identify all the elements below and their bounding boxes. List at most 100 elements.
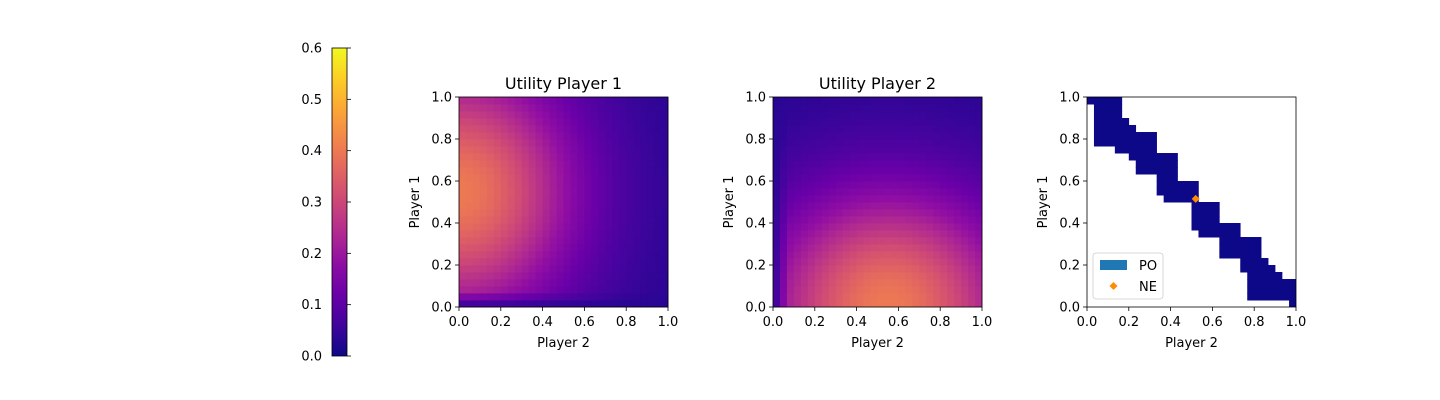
heatmap-cell bbox=[821, 244, 830, 252]
heatmap-cell bbox=[542, 272, 550, 280]
heatmap-cell bbox=[521, 265, 530, 273]
heatmap-cell bbox=[486, 244, 495, 252]
heatmap-cell bbox=[947, 167, 955, 175]
heatmap-cell bbox=[891, 181, 899, 189]
heatmap-cell bbox=[786, 216, 795, 224]
y-tick-label: 0.0 bbox=[1059, 301, 1080, 316]
heatmap-cell bbox=[807, 118, 816, 126]
heatmap-cell bbox=[828, 104, 837, 112]
heatmap-cell bbox=[500, 202, 509, 210]
heatmap-cell bbox=[612, 230, 620, 238]
heatmap-cell bbox=[814, 223, 823, 231]
heatmap-cell bbox=[619, 272, 627, 280]
heatmap-cell bbox=[947, 258, 955, 266]
heatmap-cell bbox=[828, 125, 837, 133]
heatmap-cell bbox=[528, 272, 537, 280]
po-cell bbox=[1247, 286, 1296, 294]
heatmap-cell bbox=[500, 216, 509, 224]
heatmap-cell bbox=[514, 293, 523, 301]
heatmap-cell bbox=[640, 300, 648, 308]
heatmap-cell bbox=[891, 258, 899, 266]
heatmap-cell bbox=[821, 279, 830, 287]
heatmap-cell bbox=[821, 230, 830, 238]
heatmap-cell bbox=[828, 251, 837, 259]
x-tick-label: 0.0 bbox=[763, 315, 784, 330]
heatmap-cell bbox=[842, 258, 851, 266]
heatmap-cell bbox=[640, 188, 648, 196]
heatmap-cell bbox=[800, 209, 809, 217]
heatmap-cell bbox=[919, 181, 927, 189]
heatmap-cell bbox=[793, 97, 802, 105]
heatmap-cell bbox=[661, 181, 669, 189]
heatmap-cell bbox=[773, 139, 781, 147]
heatmap-cell bbox=[605, 160, 613, 168]
heatmap-cell bbox=[549, 216, 557, 224]
heatmap-cell bbox=[465, 216, 474, 224]
heatmap-cell bbox=[465, 160, 474, 168]
heatmap-cell bbox=[975, 244, 983, 252]
heatmap-cell bbox=[591, 174, 599, 182]
heatmap-cell bbox=[479, 125, 488, 133]
heatmap-cell bbox=[598, 223, 606, 231]
heatmap-cell bbox=[821, 181, 830, 189]
heatmap-cell bbox=[975, 279, 983, 287]
heatmap-cell bbox=[619, 209, 627, 217]
heatmap-cell bbox=[961, 216, 969, 224]
heatmap-cell bbox=[661, 160, 669, 168]
heatmap-cell bbox=[926, 111, 934, 119]
heatmap-cell bbox=[905, 118, 913, 126]
heatmap-cell bbox=[933, 251, 941, 259]
heatmap-cell bbox=[633, 286, 641, 294]
heatmap-cell bbox=[647, 202, 655, 210]
heatmap-cell bbox=[570, 265, 578, 273]
heatmap-cell bbox=[961, 209, 969, 217]
heatmap-cell bbox=[542, 132, 550, 140]
heatmap-cell bbox=[940, 300, 948, 308]
panel-po-ne: 0.0 0.2 0.4 0.6 0.8 1.00.00.20.40.60.81.0 Pla… bbox=[1036, 91, 1306, 352]
heatmap-cell bbox=[828, 139, 837, 147]
heatmap-cell bbox=[912, 188, 920, 196]
heatmap-cell bbox=[870, 174, 878, 182]
heatmap-cell bbox=[486, 237, 495, 245]
heatmap-cell bbox=[633, 300, 641, 308]
heatmap-cell bbox=[556, 251, 564, 259]
heatmap-cell bbox=[584, 293, 592, 301]
heatmap-cell bbox=[786, 272, 795, 280]
po-cell bbox=[1093, 111, 1123, 119]
heatmap-cell bbox=[975, 97, 983, 105]
heatmap-cell bbox=[821, 202, 830, 210]
heatmap-cell bbox=[661, 265, 669, 273]
heatmap-cell bbox=[612, 118, 620, 126]
heatmap-cell bbox=[605, 104, 613, 112]
heatmap-cell bbox=[654, 132, 662, 140]
heatmap-cell bbox=[933, 216, 941, 224]
heatmap-cell bbox=[514, 237, 523, 245]
heatmap-cell bbox=[849, 258, 857, 266]
heatmap-cell bbox=[549, 167, 557, 175]
heatmap-cell bbox=[807, 146, 816, 154]
heatmap-cell bbox=[821, 167, 830, 175]
heatmap-cell bbox=[465, 258, 474, 266]
heatmap-cell bbox=[912, 139, 920, 147]
heatmap-cell bbox=[926, 118, 934, 126]
heatmap-cell bbox=[493, 111, 502, 119]
heatmap-cell bbox=[961, 265, 969, 273]
heatmap-cell bbox=[612, 272, 620, 280]
heatmap-cell bbox=[961, 118, 969, 126]
heatmap-cell bbox=[870, 97, 878, 105]
heatmap-cell bbox=[459, 272, 467, 280]
heatmap-cell bbox=[626, 97, 634, 105]
heatmap-cell bbox=[647, 167, 655, 175]
heatmap-cell bbox=[975, 300, 983, 308]
colorbar: 0.00.10.20.30.40.50.6 bbox=[301, 42, 351, 365]
heatmap-cell bbox=[835, 174, 844, 182]
heatmap-cell bbox=[849, 160, 857, 168]
heatmap-cell bbox=[773, 97, 781, 105]
heatmap-cell bbox=[556, 223, 564, 231]
heatmap-cell bbox=[947, 279, 955, 287]
heatmap-cell bbox=[459, 223, 467, 231]
heatmap-cell bbox=[849, 118, 857, 126]
heatmap-cell bbox=[549, 202, 557, 210]
heatmap-cell bbox=[891, 300, 899, 308]
heatmap-cell bbox=[472, 265, 481, 273]
